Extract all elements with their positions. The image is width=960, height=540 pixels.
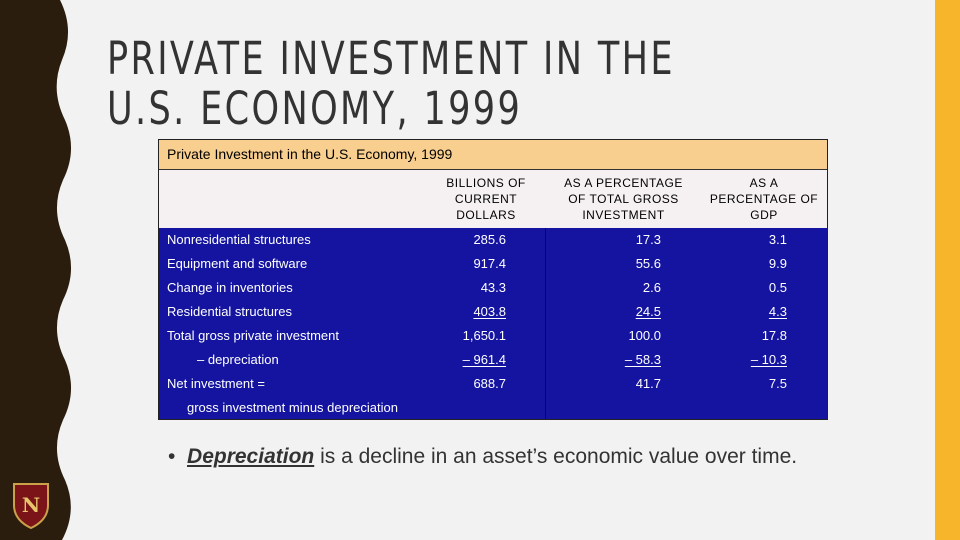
slide-title: PRIVATE INVESTMENT IN THE U.S. ECONOMY, …: [107, 32, 675, 135]
row-sublabel: gross investment minus depreciation: [187, 400, 398, 415]
cell-value: – 58.3: [624, 352, 661, 367]
cell-value: – 10.3: [750, 352, 787, 367]
row-label: Total gross private investment: [167, 328, 339, 343]
cell-value: 41.7: [635, 376, 661, 391]
cell-value: – 961.4: [462, 352, 506, 367]
cell-value: 917.4: [473, 256, 506, 271]
cell-value: 24.5: [635, 304, 661, 319]
column-header: AS A PERCENTAGE OF TOTAL GROSS INVESTMEN…: [564, 176, 683, 222]
row-label: Equipment and software: [167, 256, 308, 271]
cell-value: 1,650.1: [462, 328, 506, 343]
row-label: Residential structures: [167, 304, 292, 319]
cell-value: 285.6: [473, 232, 506, 247]
cell-value: 55.6: [635, 256, 661, 271]
cell-value: 4.3: [768, 304, 787, 319]
bullet: • Depreciation is a decline in an asset’…: [168, 445, 798, 468]
column-divider: [545, 228, 546, 419]
header-row: BILLIONS OF CURRENT DOLLARS AS A PERCENTA…: [159, 170, 827, 228]
cell-value: 0.5: [768, 280, 787, 295]
row-label: Net investment =: [167, 376, 265, 391]
row-label: Change in inventories: [167, 280, 293, 295]
svg-text:N: N: [22, 493, 40, 517]
cell-value: 9.9: [768, 256, 787, 271]
table: Private Investment in the U.S. Economy, …: [158, 139, 828, 420]
column-header: BILLIONS OF CURRENT DOLLARS: [446, 176, 526, 222]
cell-value: 688.7: [473, 376, 506, 391]
cell-value: 17.3: [635, 232, 661, 247]
column-header: AS A PERCENTAGE OF GDP: [709, 176, 819, 222]
row-label: Nonresidential structures: [167, 232, 311, 247]
bullet-term: Depreciation: [187, 445, 315, 468]
cell-value: 3.1: [768, 232, 787, 247]
table-caption: Private Investment in the U.S. Economy, …: [159, 140, 827, 170]
cell-value: 7.5: [768, 376, 787, 391]
row-label: – depreciation: [197, 352, 279, 367]
cell-value: 403.8: [473, 304, 506, 319]
bullet-text: is a decline in an asset’s economic valu…: [314, 445, 798, 468]
cell-value: 2.6: [642, 280, 661, 295]
cell-value: 17.8: [761, 328, 787, 343]
cell-value: 100.0: [628, 328, 661, 343]
cell-value: 43.3: [480, 280, 506, 295]
